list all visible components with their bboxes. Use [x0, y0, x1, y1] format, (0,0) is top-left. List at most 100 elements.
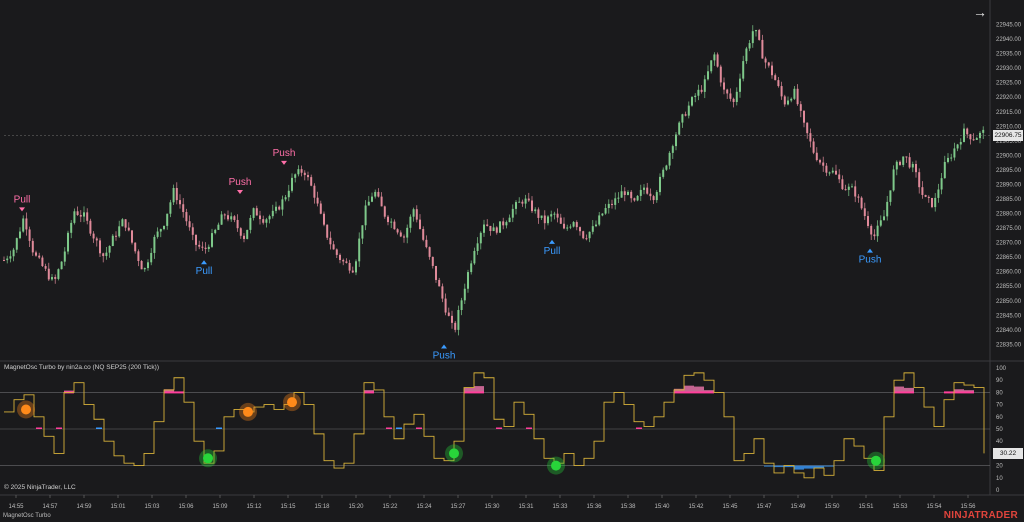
candle-body: [499, 221, 501, 233]
green-dot: [551, 460, 561, 471]
overbought-bar: [364, 391, 374, 394]
candle-body: [127, 227, 130, 231]
candle-body: [694, 95, 697, 98]
candle-body: [748, 43, 751, 49]
candle-body: [639, 189, 642, 196]
candle-body: [623, 191, 626, 195]
candle-body: [473, 250, 476, 264]
candle-body: [111, 235, 114, 247]
candle-body: [966, 128, 969, 135]
x-tick-label: 15:18: [314, 504, 330, 510]
candle-body: [323, 213, 325, 225]
candle-body: [543, 215, 546, 224]
candle-body: [979, 132, 981, 139]
right-arrow-icon[interactable]: →: [973, 4, 987, 20]
candle-body: [268, 216, 271, 220]
candle-body: [214, 229, 217, 234]
candle-body: [15, 238, 18, 250]
candle-body: [476, 243, 479, 251]
candle-body: [710, 60, 713, 72]
candle-body: [92, 233, 95, 239]
candle-body: [655, 192, 658, 201]
candle-body: [563, 223, 565, 229]
candle-body: [787, 100, 789, 105]
candle-body: [691, 97, 693, 106]
orange-dot: [21, 404, 31, 415]
candle-body: [751, 31, 754, 44]
indicator-tab[interactable]: MagnetOsc Turbo: [3, 513, 51, 519]
signal-label: Pull: [196, 266, 213, 277]
x-tick-label: 15:51: [858, 504, 874, 510]
candle-body: [291, 177, 293, 191]
candle-body: [57, 269, 60, 279]
candle-body: [399, 232, 402, 237]
x-tick-label: 14:55: [8, 504, 24, 510]
candle-body: [774, 75, 777, 81]
overbought-zone: [894, 386, 904, 393]
overbought-bar: [904, 391, 914, 394]
candle-body: [863, 208, 866, 217]
candle-body: [198, 244, 201, 247]
candle-body: [355, 261, 357, 273]
midline-marker: [96, 427, 102, 429]
candle-body: [329, 237, 332, 245]
overbought-zone: [684, 385, 694, 393]
candle-body: [851, 186, 853, 188]
up-arrow-icon: [201, 260, 207, 265]
candle-body: [438, 279, 441, 287]
candle-body: [54, 277, 57, 279]
candle-body: [185, 212, 188, 222]
x-tick-label: 15:50: [824, 504, 840, 510]
x-tick-label: 15:42: [688, 504, 704, 510]
candle-body: [959, 141, 962, 145]
candle-body: [495, 227, 498, 233]
candle-body: [502, 221, 505, 226]
candle-body: [342, 259, 345, 262]
overbought-zone: [694, 386, 704, 393]
oversold-zone: [794, 465, 804, 470]
candle-body: [294, 174, 297, 178]
candle-body: [956, 144, 959, 149]
candle-body: [918, 172, 921, 188]
oversold-zone: [814, 465, 824, 469]
overbought-bar: [174, 391, 184, 394]
candle-body: [297, 169, 300, 175]
candle-body: [505, 222, 508, 226]
candle-body: [684, 114, 687, 116]
osc-tick-label: 10: [996, 476, 1003, 482]
candle-body: [486, 224, 489, 226]
candle-body: [819, 160, 821, 163]
candle-body: [729, 93, 732, 99]
candle-body: [723, 82, 725, 90]
candle-body: [681, 114, 684, 123]
candle-body: [217, 224, 220, 230]
osc-tick-label: 70: [996, 403, 1003, 409]
x-tick-label: 15:33: [552, 504, 568, 510]
candle-body: [601, 213, 604, 216]
candle-body: [79, 215, 82, 217]
midline-marker: [56, 427, 62, 429]
candle-body: [963, 128, 965, 142]
candle-body: [220, 214, 223, 225]
candle-body: [579, 227, 581, 232]
candle-body: [182, 204, 185, 213]
candle-body: [585, 238, 588, 240]
overbought-zone: [904, 387, 914, 393]
signal-label: Pull: [14, 194, 31, 205]
candle-body: [806, 122, 809, 134]
candle-body: [460, 300, 463, 311]
candle-body: [828, 172, 831, 174]
candle-body: [534, 209, 537, 212]
candle-body: [982, 129, 985, 133]
candle-body: [89, 220, 92, 234]
candle-body: [358, 238, 361, 262]
price-tick-label: 22860.00: [996, 270, 1022, 276]
price-tick-label: 22870.00: [996, 241, 1022, 247]
candle-body: [940, 178, 943, 190]
price-tick-label: 22895.00: [996, 168, 1022, 174]
candle-body: [207, 246, 210, 250]
midline-marker: [496, 427, 502, 429]
candle-body: [371, 196, 373, 202]
candle-body: [99, 240, 101, 254]
x-tick-label: 15:01: [110, 504, 126, 510]
